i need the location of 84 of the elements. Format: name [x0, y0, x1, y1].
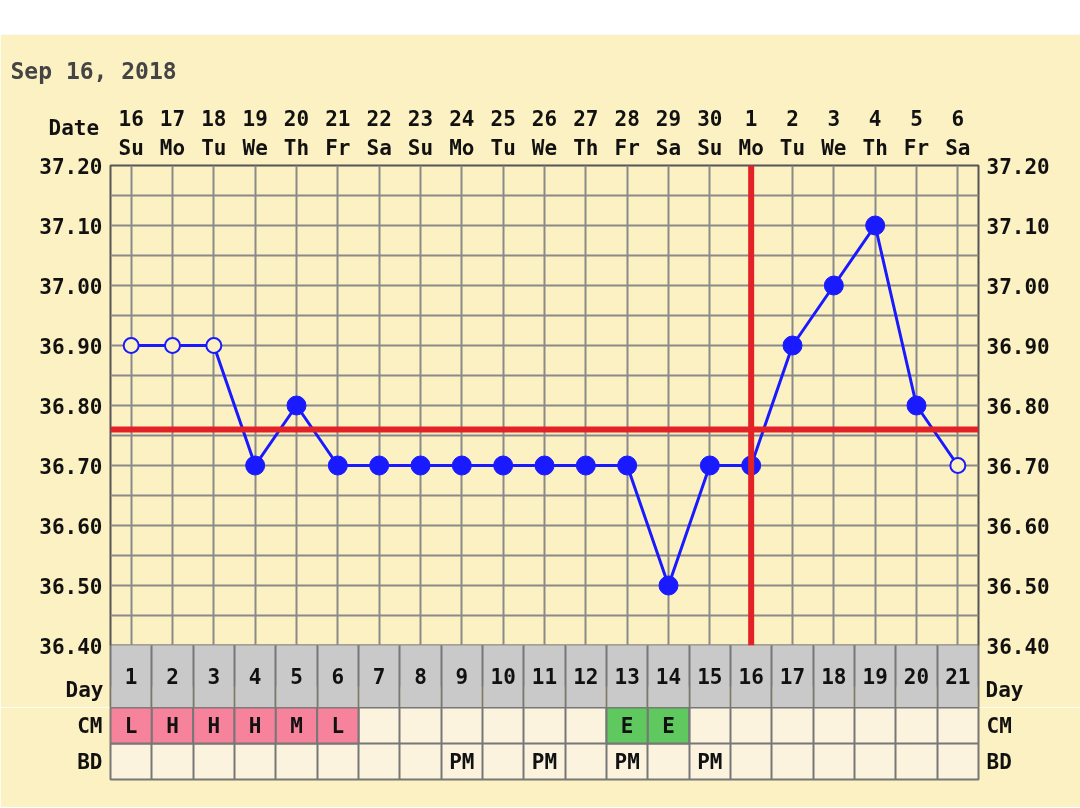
x2-tick-label: 6 Sa — [945, 106, 971, 160]
y-tick-label: 36.80 — [39, 394, 103, 419]
x-tick-label: 1 — [124, 664, 138, 689]
y-tick-label: 37.10 — [39, 214, 103, 239]
x2-tick-label: 26 We — [531, 106, 558, 160]
x-tick-label: 11 — [531, 664, 558, 689]
x2-tick-label: 30 Su — [697, 106, 723, 160]
x2-tick-label: 25 Tu — [490, 106, 516, 160]
x2-axis-title: Date — [48, 115, 100, 140]
text: H — [207, 713, 221, 738]
text: H — [248, 713, 262, 738]
x-tick-label: 13 — [614, 664, 640, 689]
y-tick-label: 36.60 — [39, 514, 103, 539]
category-label: BD — [77, 749, 103, 774]
y-tick-label: 36.40 — [39, 634, 103, 659]
x-tick-label: 15 — [697, 664, 723, 689]
x-tick-label: 9 — [455, 664, 469, 689]
x2-tick-label: 21 Fr — [325, 106, 351, 160]
x2-tick-label: 22 Sa — [366, 106, 392, 160]
y2-tick-label: 37.10 — [986, 214, 1050, 239]
x-tick-label: 19 — [862, 664, 888, 689]
text: PM — [697, 749, 723, 774]
text: H — [166, 713, 179, 738]
x-tick-label: 4 — [248, 664, 262, 689]
x-axis-title: Day — [65, 678, 104, 702]
x-tick-label: 3 — [207, 664, 221, 689]
x2-tick-label: 24 Mo — [449, 106, 475, 160]
x2-tick-label: 16 Su — [118, 106, 144, 160]
y2-tick-label: 36.90 — [986, 334, 1050, 359]
x-tick-label: 17 — [779, 664, 806, 689]
x-tick-label: 14 — [655, 664, 682, 689]
text: E — [620, 713, 634, 738]
x-tick-label: 7 — [372, 664, 386, 689]
text: PM — [614, 749, 640, 774]
text: PM — [449, 749, 475, 774]
x2-tick-label: 29 Sa — [655, 106, 682, 160]
x-tick-label: 8 — [414, 664, 427, 689]
x2-tick-label: 4 Th — [862, 106, 888, 160]
x2-tick-label: 19 We — [242, 106, 268, 160]
x-tick-label: 10 — [490, 664, 516, 689]
y2-tick-label: 36.50 — [986, 574, 1050, 599]
text: L — [124, 713, 138, 738]
x2-tick-label: 1 Mo — [738, 106, 764, 160]
point — [949, 457, 967, 474]
x2-tick-label: 5 Fr — [903, 106, 930, 160]
y2-tick-label: 36.80 — [986, 394, 1050, 419]
y2-tick-label: 36.40 — [986, 634, 1050, 659]
x-tick-label: 2 — [166, 664, 179, 689]
y-tick-label: 37.20 — [39, 154, 103, 179]
category-label: CM — [986, 713, 1012, 738]
point — [122, 337, 140, 354]
text: E — [662, 713, 675, 738]
chart-title: Sep 16, 2018 — [10, 57, 177, 84]
y-tick-label: 36.70 — [39, 454, 103, 479]
x-tick-label: 21 — [945, 664, 971, 689]
y2-tick-label: 37.20 — [986, 154, 1050, 179]
text: Day — [985, 678, 1024, 702]
point — [205, 337, 223, 354]
x2-tick-label: 17 Mo — [159, 106, 186, 160]
category-label: CM — [77, 713, 103, 738]
x2-tick-label: 27 Th — [573, 106, 599, 160]
x-tick-label: 16 — [738, 664, 764, 689]
y-tick-label: 36.50 — [39, 574, 103, 599]
text: L — [331, 713, 345, 738]
text: M — [290, 713, 303, 738]
x2-tick-label: 3 We — [821, 106, 847, 160]
x2-tick-label: 20 Th — [283, 106, 310, 160]
point — [164, 337, 181, 354]
x2-tick-label: 18 Tu — [201, 106, 227, 160]
x-tick-label: 5 — [290, 664, 303, 689]
category-label: BD — [986, 749, 1012, 774]
y2-tick-label: 36.60 — [986, 514, 1050, 539]
y2-tick-label: 36.70 — [986, 454, 1050, 479]
x-tick-label: 12 — [573, 664, 599, 689]
y-tick-label: 36.90 — [39, 334, 103, 359]
x2-tick-label: 23 Su — [407, 106, 434, 160]
x2-tick-label: 2 Tu — [779, 106, 806, 160]
x2-tick-label: 28 Fr — [614, 106, 640, 160]
y2-tick-label: 37.00 — [986, 274, 1050, 299]
x-tick-label: 6 — [331, 664, 345, 689]
x-tick-label: 20 — [903, 664, 930, 689]
y-tick-label: 37.00 — [39, 274, 103, 299]
x-tick-label: 18 — [821, 664, 847, 689]
text: PM — [531, 749, 558, 774]
